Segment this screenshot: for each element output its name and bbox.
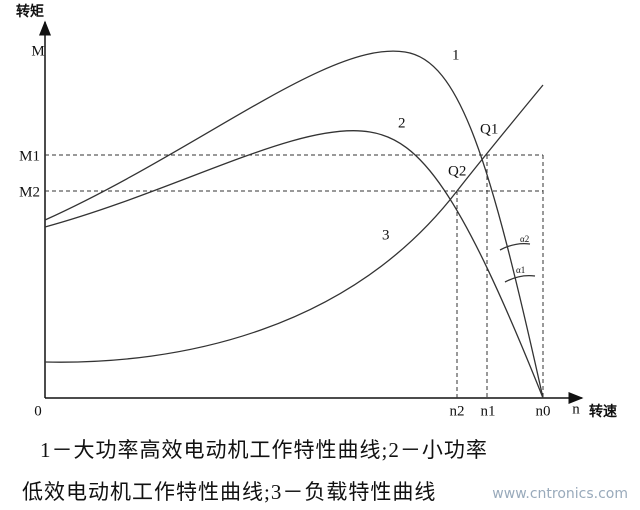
- caption-line: 低效电动机工作特性曲线;3－负载特性曲线: [22, 480, 436, 504]
- curve-2: [44, 130, 544, 399]
- m2-label: M2: [19, 184, 40, 200]
- angle-arc-2: [499, 242, 531, 251]
- x-symbol: n: [572, 401, 580, 417]
- y-symbol: M: [31, 43, 44, 59]
- curve-1: [44, 50, 544, 399]
- curve-1-label: 1: [452, 47, 460, 63]
- angle-2-label: α2: [520, 234, 529, 244]
- n1-label: n1: [481, 403, 496, 419]
- n2-label: n2: [450, 403, 465, 419]
- curve-3-label: 3: [382, 227, 390, 243]
- q2-label: Q2: [448, 163, 466, 179]
- watermark: www.cntronics.com: [492, 486, 628, 502]
- curve-2-label: 2: [398, 115, 406, 131]
- q1-label: Q1: [480, 121, 498, 137]
- angle-1-label: α1: [516, 265, 525, 275]
- m1-label: M1: [19, 148, 40, 164]
- y-title: 转矩: [16, 3, 44, 20]
- n0-label: n0: [536, 403, 551, 419]
- caption-line: 1－大功率高效电动机工作特性曲线;2－小功率: [40, 438, 488, 462]
- curve-3: [44, 84, 544, 363]
- origin-label: 0: [34, 403, 42, 419]
- x-title: 转速: [589, 403, 617, 420]
- angle-arc-1: [504, 274, 536, 283]
